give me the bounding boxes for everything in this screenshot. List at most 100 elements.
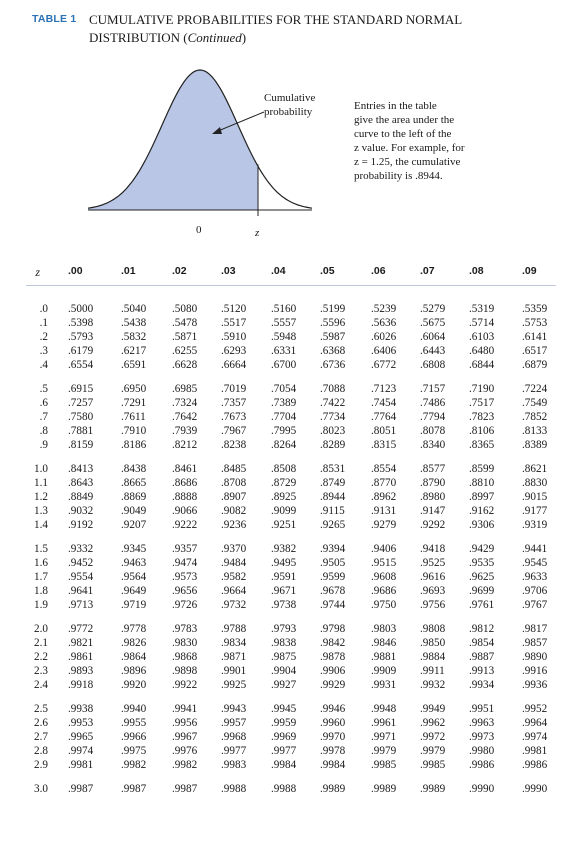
- z-value-cell: .1: [39, 317, 48, 329]
- probability-cell: .9961: [371, 717, 397, 729]
- probability-cell: .9656: [172, 585, 198, 597]
- entries-note-line: give the area under the: [354, 114, 455, 126]
- probability-cell: .9738: [271, 599, 297, 611]
- probability-cell: .9963: [469, 717, 495, 729]
- probability-cell: .9838: [271, 637, 297, 649]
- probability-cell: .8577: [420, 463, 446, 475]
- z-value-cell: 1.2: [34, 491, 48, 503]
- probability-cell: .8869: [121, 491, 147, 503]
- z-value-cell: 1.8: [34, 585, 48, 597]
- column-header: .09: [522, 265, 537, 277]
- column-header: .04: [271, 265, 286, 277]
- probability-cell: .9236: [221, 519, 247, 531]
- probability-cell: .9641: [68, 585, 94, 597]
- probability-cell: .9953: [68, 717, 94, 729]
- probability-cell: .7257: [68, 397, 94, 409]
- probability-cell: .5517: [221, 317, 247, 329]
- probability-cell: .8238: [221, 439, 247, 451]
- probability-cell: .7224: [522, 383, 548, 395]
- probability-cell: .6517: [522, 345, 548, 357]
- probability-cell: .9207: [121, 519, 147, 531]
- probability-cell: .9319: [522, 519, 548, 531]
- probability-cell: .9871: [221, 651, 247, 663]
- probability-cell: .9979: [420, 745, 446, 757]
- probability-cell: .9357: [172, 543, 198, 555]
- entries-note-line: Entries in the table: [354, 100, 437, 112]
- probability-cell: .9884: [420, 651, 446, 663]
- header-rule: [26, 285, 556, 286]
- probability-cell: .9962: [420, 717, 446, 729]
- probability-cell: .9066: [172, 505, 198, 517]
- probability-cell: .9573: [172, 571, 198, 583]
- probability-cell: .8212: [172, 439, 198, 451]
- probability-cell: .9913: [469, 665, 495, 677]
- entries-note: Entries in the table give the area under…: [354, 99, 489, 183]
- z-table: z .00 .01 .02 .03 .04 .05 .06 .07 .08 .09 .0 .5000 .5…: [26, 265, 556, 807]
- axis-zero-label: 0: [196, 224, 202, 236]
- z-value-cell: .9: [39, 439, 48, 451]
- probability-cell: .9934: [469, 679, 495, 691]
- probability-cell: .9964: [522, 717, 548, 729]
- probability-cell: .8438: [121, 463, 147, 475]
- probability-cell: .9878: [320, 651, 346, 663]
- probability-cell: .9952: [522, 703, 548, 715]
- probability-cell: .7486: [420, 397, 446, 409]
- probability-cell: .9931: [371, 679, 397, 691]
- probability-cell: .9893: [68, 665, 94, 677]
- probability-cell: .9474: [172, 557, 198, 569]
- bell-curve-line: [87, 69, 313, 209]
- z-value-cell: 1.0: [34, 463, 48, 475]
- probability-cell: .5478: [172, 317, 198, 329]
- probability-cell: .9279: [371, 519, 397, 531]
- probability-cell: .9850: [420, 637, 446, 649]
- table-row-group: 2.0 .9772 .9778 .9783 .9788 .9793 .9798 .9803 .9…: [26, 623, 556, 693]
- probability-cell: .6700: [271, 359, 297, 371]
- probability-cell: .6368: [320, 345, 346, 357]
- normal-curve-figure: Cumulative probability Entries in the ta…: [0, 55, 565, 250]
- probability-cell: .9812: [469, 623, 495, 635]
- probability-cell: .9946: [320, 703, 346, 715]
- probability-cell: .9973: [469, 731, 495, 743]
- z-value-cell: 1.7: [34, 571, 48, 583]
- table-row: 2.3 .9893 .9896 .9898 .9901 .9904 .9906 .9909 .9…: [26, 665, 556, 679]
- probability-cell: .8729: [271, 477, 297, 489]
- table-row: 2.1 .9821 .9826 .9830 .9834 .9838 .9842 .9846 .9…: [26, 637, 556, 651]
- table-row: 2.5 .9938 .9940 .9941 .9943 .9945 .9946 .9948 .9…: [26, 703, 556, 717]
- probability-cell: .8599: [469, 463, 495, 475]
- probability-cell: .9686: [371, 585, 397, 597]
- probability-cell: .9131: [371, 505, 397, 517]
- probability-cell: .9956: [172, 717, 198, 729]
- probability-cell: .7324: [172, 397, 198, 409]
- z-value-cell: 1.1: [34, 477, 48, 489]
- probability-cell: .9115: [320, 505, 345, 517]
- probability-cell: .8508: [271, 463, 297, 475]
- probability-cell: .7611: [121, 411, 146, 423]
- probability-cell: .9875: [271, 651, 297, 663]
- probability-cell: .9955: [121, 717, 147, 729]
- probability-cell: .8907: [221, 491, 247, 503]
- probability-cell: .9706: [522, 585, 548, 597]
- probability-cell: .9966: [121, 731, 147, 743]
- probability-cell: .9970: [320, 731, 346, 743]
- probability-cell: .9960: [320, 717, 346, 729]
- probability-cell: .9982: [121, 759, 147, 771]
- probability-cell: .7190: [469, 383, 495, 395]
- probability-cell: .9940: [121, 703, 147, 715]
- probability-cell: .9980: [469, 745, 495, 757]
- probability-cell: .8106: [469, 425, 495, 437]
- probability-cell: .9945: [271, 703, 297, 715]
- probability-cell: .6443: [420, 345, 446, 357]
- probability-cell: .5199: [320, 303, 346, 315]
- table-row: 2.4 .9918 .9920 .9922 .9925 .9927 .9929 .9931 .9…: [26, 679, 556, 693]
- z-value-cell: 1.5: [34, 543, 48, 555]
- probability-cell: .9985: [420, 759, 446, 771]
- probability-cell: .9989: [320, 783, 346, 795]
- table-row: 2.0 .9772 .9778 .9783 .9788 .9793 .9798 .9803 .9…: [26, 623, 556, 637]
- probability-cell: .9582: [221, 571, 247, 583]
- probability-cell: .6591: [121, 359, 147, 371]
- probability-cell: .6480: [469, 345, 495, 357]
- probability-cell: .9976: [172, 745, 198, 757]
- probability-cell: .5000: [68, 303, 94, 315]
- probability-cell: .7019: [221, 383, 247, 395]
- probability-cell: .5438: [121, 317, 147, 329]
